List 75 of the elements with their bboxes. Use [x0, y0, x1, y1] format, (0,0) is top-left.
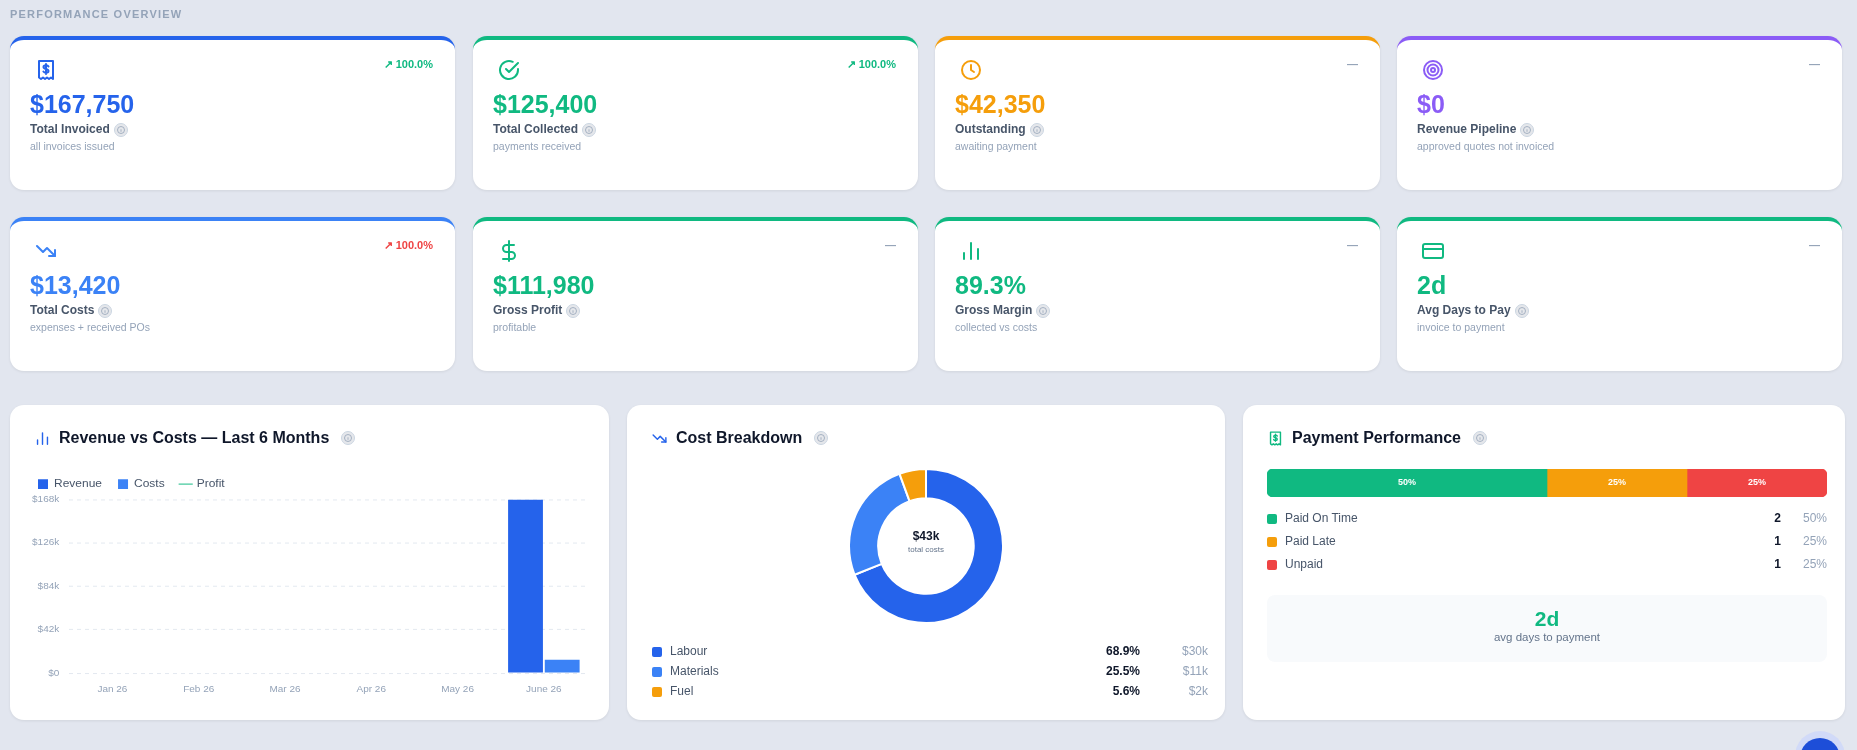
- data-label: 68.9%: [1105, 644, 1140, 658]
- text: collected vs costs: [955, 321, 1038, 333]
- legend-label: Profit: [196, 476, 226, 490]
- text: 50%: [1802, 511, 1827, 525]
- text: $167,750: [30, 90, 135, 119]
- text: —: [1809, 58, 1820, 70]
- text: ↗ 100.0%: [846, 58, 896, 71]
- legend-label: Revenue: [54, 476, 103, 490]
- text: Gross Margin: [955, 303, 1033, 317]
- legend-label: Costs: [134, 476, 165, 490]
- text: $30k: [1181, 644, 1208, 658]
- text: total costs: [907, 545, 945, 554]
- legend-label: Fuel: [670, 684, 694, 698]
- text: Outstanding: [955, 122, 1026, 136]
- x-tick-label: June 26: [526, 683, 563, 694]
- data-label: 25%: [1747, 477, 1767, 488]
- data-label: 25.5%: [1105, 664, 1140, 678]
- text: 2d: [1533, 607, 1561, 631]
- text: —: [885, 239, 896, 251]
- y-tick-label: $84k: [37, 580, 60, 591]
- y-tick-label: $126k: [32, 536, 60, 548]
- text: 25%: [1802, 557, 1827, 571]
- text: Revenue Pipeline: [1417, 122, 1517, 136]
- legend-label: Paid On Time: [1285, 511, 1358, 525]
- text: Gross Profit: [493, 303, 563, 317]
- text: all invoices issued: [30, 140, 115, 152]
- text: Avg Days to Pay: [1417, 303, 1511, 317]
- x-tick-label: May 26: [441, 683, 475, 694]
- legend-label: Labour: [670, 644, 708, 658]
- text: $0: [1417, 90, 1445, 119]
- chart-title: Revenue vs Costs — Last 6 Months: [59, 429, 330, 447]
- text: Total Costs: [30, 303, 95, 317]
- data-label: 50%: [1397, 477, 1417, 488]
- legend-label: Paid Late: [1285, 534, 1336, 548]
- text: expenses + received POs: [30, 321, 150, 333]
- data-label: 5.6%: [1112, 684, 1140, 698]
- y-tick-label: $0: [48, 666, 60, 678]
- text: invoice to payment: [1417, 321, 1505, 333]
- text: 1: [1774, 557, 1781, 571]
- text: payments received: [493, 140, 582, 152]
- text: 89.3%: [955, 271, 1026, 300]
- text: $11k: [1182, 664, 1208, 678]
- text: profitable: [493, 321, 537, 333]
- text: Total Collected: [493, 122, 579, 136]
- x-tick-label: Apr 26: [356, 683, 387, 694]
- text: 2: [1774, 511, 1781, 525]
- text: —: [1809, 239, 1820, 251]
- text: ↗ 100.0%: [383, 58, 433, 71]
- y-tick-label: $42k: [37, 623, 60, 635]
- text: $125,400: [493, 90, 598, 119]
- y-tick-label: $168k: [32, 493, 60, 505]
- text: $111,980: [493, 271, 595, 300]
- chart-title: Cost Breakdown: [676, 429, 803, 447]
- x-tick-label: Mar 26: [269, 683, 302, 694]
- text: approved quotes not invoiced: [1417, 140, 1555, 152]
- text: $43k: [911, 529, 941, 543]
- legend-label: Unpaid: [1285, 557, 1324, 571]
- text: PERFORMANCE OVERVIEW: [10, 8, 183, 20]
- text: —: [1347, 58, 1358, 70]
- text: 25%: [1802, 534, 1827, 548]
- x-tick-label: Feb 26: [183, 683, 215, 694]
- text: awaiting payment: [955, 140, 1037, 152]
- text: $2k: [1188, 684, 1208, 698]
- chart-title: Payment Performance: [1292, 429, 1461, 447]
- text: —: [1347, 239, 1358, 251]
- text: Total Invoiced: [30, 122, 110, 136]
- data-label: 25%: [1607, 477, 1627, 488]
- text: 2d: [1417, 271, 1447, 300]
- text: ↗ 100.0%: [383, 239, 433, 252]
- text: 1: [1774, 534, 1781, 548]
- text: avg days to payment: [1492, 631, 1602, 643]
- legend-label: Materials: [670, 664, 719, 678]
- x-tick-label: Jan 26: [97, 683, 128, 694]
- text: $42,350: [955, 90, 1046, 119]
- text: $13,420: [30, 271, 121, 300]
